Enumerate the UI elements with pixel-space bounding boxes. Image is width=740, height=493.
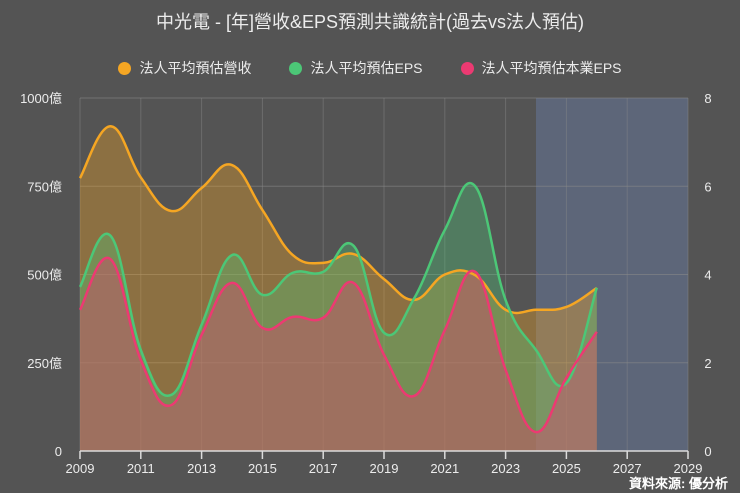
legend-label: 法人平均預估EPS bbox=[310, 60, 423, 76]
chart-title: 中光電 - [年]營收&EPS預測共識統計(過去vs法人預估) bbox=[155, 12, 584, 32]
x-tick-label: 2023 bbox=[491, 461, 520, 476]
x-tick-label: 2011 bbox=[127, 461, 155, 476]
y-right-tick-label: 8 bbox=[704, 91, 711, 106]
x-tick-label: 2029 bbox=[674, 461, 703, 476]
series-areas bbox=[78, 124, 598, 452]
x-tick-label: 2017 bbox=[309, 461, 338, 476]
y-left-tick-label: 1000億 bbox=[20, 91, 62, 106]
y-left-tick-label: 750億 bbox=[27, 179, 62, 194]
legend-label: 法人平均預估營收 bbox=[139, 60, 252, 76]
core-eps-series-area bbox=[80, 257, 597, 451]
y-left-tick-label: 500億 bbox=[27, 268, 62, 283]
x-tick-label: 2027 bbox=[613, 461, 642, 476]
y-right-tick-label: 4 bbox=[704, 268, 711, 283]
core-eps-series-line bbox=[78, 256, 598, 434]
x-tick-label: 2015 bbox=[248, 461, 277, 476]
x-tick-label: 2009 bbox=[66, 461, 95, 476]
legend-item-revenue[interactable]: 法人平均預估營收 bbox=[118, 58, 251, 78]
eps-series-area bbox=[80, 183, 597, 452]
y-right-tick-label: 0 bbox=[704, 444, 711, 459]
x-tick-label: 2019 bbox=[370, 461, 399, 476]
legend-dot-icon bbox=[118, 61, 132, 75]
x-tick-label: 2025 bbox=[552, 461, 581, 476]
y-right-tick-label: 2 bbox=[704, 356, 711, 371]
chart-legend: 法人平均預估營收 法人平均預估EPS 法人平均預估本業EPS bbox=[0, 58, 740, 78]
legend-item-core-eps[interactable]: 法人平均預估本業EPS bbox=[460, 58, 622, 78]
legend-label: 法人平均預估本業EPS bbox=[481, 60, 622, 76]
y-right-tick-label: 6 bbox=[704, 179, 711, 194]
source-label: 資料來源: 優分析 bbox=[629, 476, 728, 491]
legend-dot-icon bbox=[460, 61, 474, 75]
eps-series-line bbox=[78, 182, 598, 398]
y-left-tick-label: 250億 bbox=[27, 356, 62, 371]
legend-dot-icon bbox=[289, 61, 303, 75]
y-left-tick-label: 0 bbox=[55, 444, 62, 459]
x-tick-label: 2021 bbox=[430, 461, 459, 476]
axes: 2009 2011 2013 2015 2017 2019 2021 2023 2025 2027… bbox=[20, 91, 712, 476]
x-tick-label: 2013 bbox=[187, 461, 216, 476]
revenue-series-area bbox=[80, 126, 597, 451]
legend-item-eps[interactable]: 法人平均預估EPS bbox=[289, 58, 423, 78]
